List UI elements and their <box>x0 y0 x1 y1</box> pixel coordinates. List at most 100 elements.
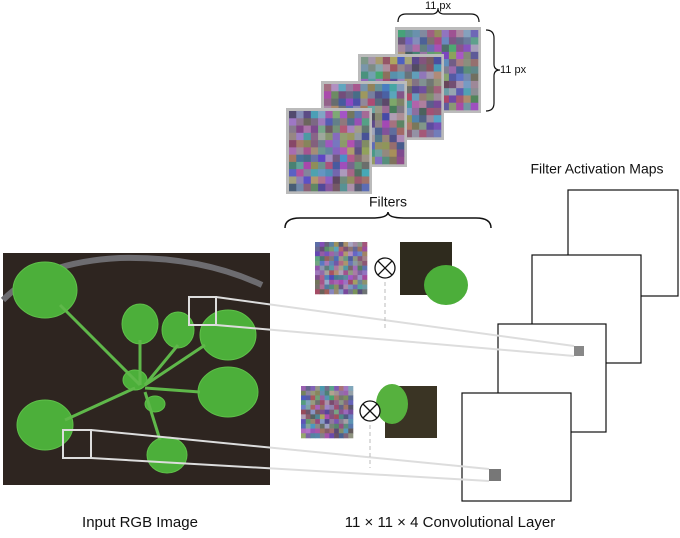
filter-pixel <box>374 98 383 107</box>
filter-pixel <box>329 246 335 252</box>
filter-pixel <box>319 423 325 429</box>
filter-pixel <box>411 115 420 123</box>
filter-pixel <box>325 176 333 185</box>
filter-pixel <box>303 183 312 192</box>
filter-pixel <box>315 242 321 248</box>
filter-pixel <box>348 260 354 266</box>
filter-pixel <box>333 256 339 262</box>
filter-pixel <box>433 57 442 65</box>
filter-pixel <box>347 147 355 155</box>
filter-pixel <box>362 270 368 276</box>
filter-pixel <box>354 154 363 163</box>
filter-pixel <box>434 44 442 53</box>
filter-pixel <box>296 147 304 155</box>
filter-pixel <box>338 242 344 248</box>
filter-pixel <box>347 111 355 119</box>
filter-pixel <box>411 129 420 138</box>
filter-pixel <box>382 71 391 80</box>
filter-pixel <box>404 86 413 94</box>
filter-pixel <box>411 71 420 80</box>
filter-pixel <box>426 107 435 116</box>
filter-pixel <box>397 71 405 80</box>
filter-pixel <box>338 256 344 262</box>
filter-pixel <box>348 275 354 281</box>
filter-pixel <box>434 30 442 38</box>
filter-pixel <box>352 270 358 276</box>
filter-pixel <box>404 57 413 65</box>
filter-pixel <box>374 134 383 143</box>
filter-pixel <box>448 66 457 74</box>
filter-pixel <box>347 154 355 163</box>
filter-pixel <box>375 57 384 65</box>
filter-pixel <box>347 118 355 126</box>
filter-pixel <box>357 246 363 252</box>
filter-pixel <box>419 107 427 116</box>
filter-pixel <box>315 284 321 290</box>
filter-pixel <box>296 132 304 141</box>
filter-pixel <box>319 242 325 248</box>
filter-pixel <box>333 265 339 271</box>
filter-pixel <box>347 169 355 177</box>
filter-pixel <box>319 289 325 295</box>
filter-pixel <box>333 279 339 285</box>
filter-pixel <box>390 71 398 80</box>
filter-pixel <box>361 169 370 177</box>
filter-pixel <box>329 275 335 281</box>
filter-pixel <box>362 284 368 290</box>
filter-pixel <box>324 91 332 99</box>
filter-pixel <box>339 140 348 148</box>
filter-pixel <box>318 132 326 141</box>
filter-pixel <box>303 140 312 148</box>
filter-pixel <box>332 111 341 119</box>
filter-pixel <box>319 284 325 290</box>
filter-pixel <box>348 270 354 276</box>
filter-pixel <box>319 279 325 285</box>
filter-pixel <box>357 270 363 276</box>
filter-pixel <box>325 125 333 134</box>
filter-pixel <box>296 125 304 134</box>
filter-pixel <box>329 260 335 266</box>
filter-pixel <box>332 169 341 177</box>
filter-pixel <box>348 279 354 285</box>
filter-pixel <box>315 289 321 295</box>
filter-pixel <box>352 242 358 248</box>
filter-pixel <box>324 270 330 276</box>
filter-pixel <box>357 256 363 262</box>
filter-pixel <box>310 140 319 148</box>
filter-pixel <box>426 93 435 101</box>
filter-pixel <box>339 147 348 155</box>
filter-pixel <box>382 149 390 158</box>
filter-pixel <box>463 73 472 82</box>
filter-pixel <box>419 37 428 45</box>
filter <box>301 386 354 439</box>
filter-pixel <box>396 156 405 165</box>
filter-pixel <box>419 129 427 138</box>
filter-pixel <box>374 149 383 158</box>
filter-pixel <box>338 409 344 415</box>
filter-pixel <box>324 98 332 107</box>
filter-pixel <box>289 154 297 163</box>
filter-pixel <box>319 246 325 252</box>
filter-pixel <box>419 115 427 123</box>
filter-pixel <box>338 98 347 107</box>
filter-pixel <box>334 433 340 439</box>
filter-pixel <box>404 122 413 131</box>
filter-pixel <box>338 395 344 401</box>
filter-pixel <box>404 100 413 109</box>
filter-pixel <box>338 404 344 410</box>
filter-pixel <box>339 111 348 119</box>
filter-pixel <box>325 132 333 141</box>
filter-pixel <box>324 260 330 266</box>
filter-pixel <box>352 260 358 266</box>
filter-pixel <box>296 169 304 177</box>
filter-pixel <box>348 404 354 410</box>
filter-pixel <box>310 161 319 170</box>
filter-pixel <box>310 111 319 119</box>
filter-pixel <box>339 176 348 185</box>
filter-pixel <box>315 279 321 285</box>
filter-pixel <box>318 154 326 163</box>
filter-pixel <box>289 132 297 141</box>
filter-pixel <box>305 423 311 429</box>
filter-pixel <box>324 390 330 396</box>
filter-pixel <box>343 251 349 257</box>
